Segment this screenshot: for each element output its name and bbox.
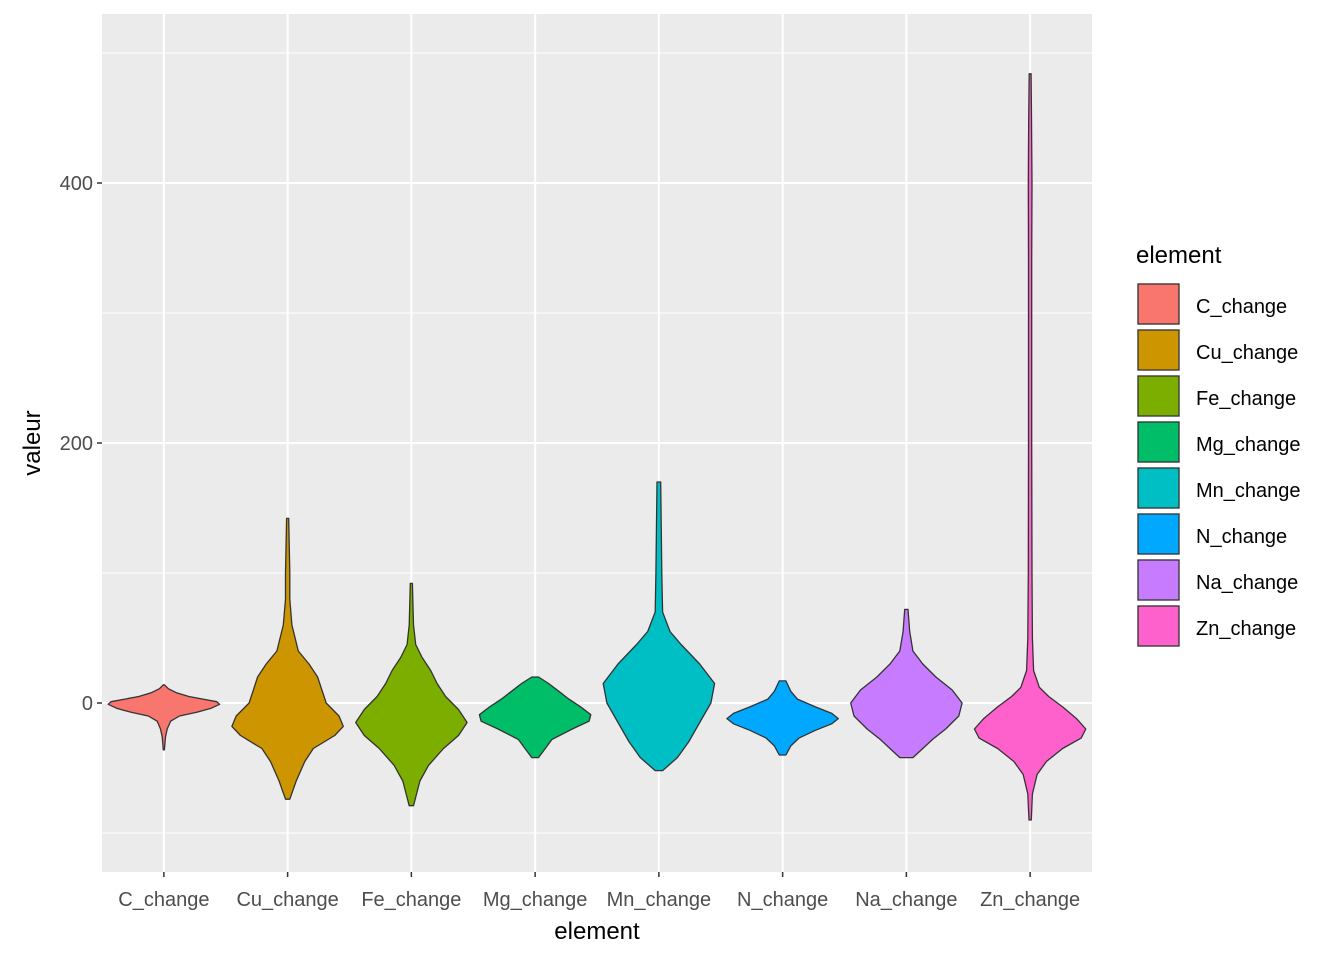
x-axis-title: element — [554, 918, 640, 945]
violins — [107, 73, 1087, 821]
y-axis-ticks: 0 200 400 — [60, 173, 102, 715]
x-tick-label: Cu_change — [236, 889, 338, 911]
violin-Zn_change — [973, 73, 1087, 821]
legend-swatch-Mg_change — [1137, 421, 1180, 463]
legend-title: element — [1136, 242, 1222, 269]
x-tick-label: Mg_change — [483, 889, 588, 911]
legend-label: N_change — [1196, 526, 1287, 548]
legend-label: Mg_change — [1196, 434, 1301, 456]
violin-Mg_change — [478, 676, 592, 759]
x-tick-label: Na_change — [855, 889, 957, 911]
legend-swatch-C_change — [1137, 283, 1180, 325]
violin-Na_change — [850, 608, 963, 759]
legend-swatch-Na_change — [1137, 559, 1180, 601]
legend-label: Mn_change — [1196, 480, 1301, 502]
y-tick-label: 200 — [60, 433, 93, 455]
x-tick-label: Mn_change — [607, 889, 712, 911]
legend-swatch-Cu_change — [1137, 329, 1180, 371]
violin-Cu_change — [231, 517, 344, 800]
x-tick-label: C_change — [118, 889, 209, 911]
violin-N_change — [726, 680, 839, 756]
violin-Mn_change — [602, 481, 716, 772]
legend-label: Zn_change — [1196, 618, 1296, 640]
legend-label: Cu_change — [1196, 342, 1298, 364]
legend-swatch-Mn_change — [1137, 467, 1180, 509]
y-tick-label: 0 — [82, 693, 93, 715]
x-tick-label: Fe_change — [361, 889, 461, 911]
legend-swatch-N_change — [1137, 513, 1180, 555]
violin-C_change — [107, 684, 221, 751]
legend-swatch-Zn_change — [1137, 605, 1180, 647]
legend-label: Fe_change — [1196, 388, 1296, 410]
y-tick-label: 400 — [60, 173, 93, 195]
legend: element C_change Cu_change Fe_change Mg_cha… — [1136, 242, 1301, 647]
y-axis-title: valeur — [19, 410, 46, 475]
violin-Fe_change — [355, 582, 468, 807]
grid-minor — [102, 52, 1092, 834]
legend-label: Na_change — [1196, 572, 1298, 594]
x-tick-label: Zn_change — [980, 889, 1080, 911]
legend-label: C_change — [1196, 296, 1287, 318]
x-axis-ticks: C_change Cu_change Fe_change Mg_change Mn_ch… — [118, 872, 1080, 911]
x-tick-label: N_change — [737, 889, 828, 911]
legend-swatch-Fe_change — [1137, 375, 1180, 417]
